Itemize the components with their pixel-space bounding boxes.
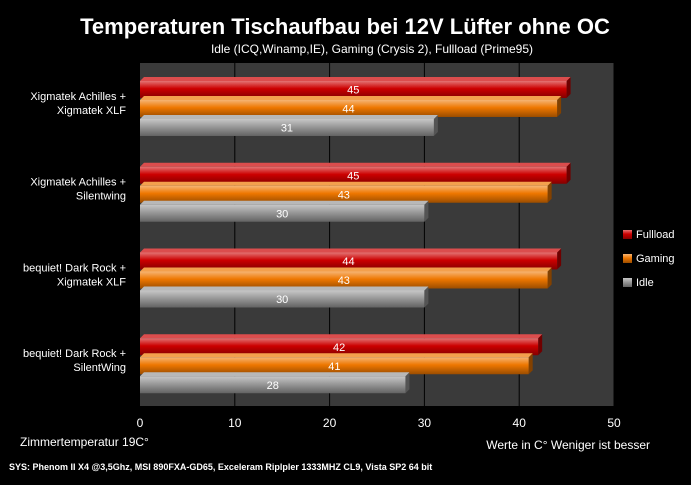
legend-label-fullload: Fullload <box>636 229 675 241</box>
bar-top <box>140 77 571 81</box>
bar-top <box>140 200 429 205</box>
x-tick-label: 50 <box>607 416 621 430</box>
bar-value-label: 30 <box>276 294 288 306</box>
bar-value-label: 45 <box>347 170 359 182</box>
bar-gaming <box>140 185 548 203</box>
bar-side <box>557 96 562 117</box>
units-note: Werte in C° Weniger ist besser <box>486 438 650 452</box>
bar-value-label: 43 <box>338 189 350 201</box>
bar-top <box>140 353 533 358</box>
category-label: bequiet! Dark Rock + <box>23 262 126 274</box>
y-tick-labels: Xigmatek Achilles + Xigmatek XLF Xigmatek … <box>23 91 126 374</box>
room-temperature-note: Zimmertemperatur 19C° <box>20 435 149 449</box>
bar-side <box>557 248 562 270</box>
category-label: Xigmatek XLF <box>57 276 126 288</box>
bar-side <box>566 77 571 98</box>
chart-title: Temperaturen Tischaufbau bei 12V Lüfter … <box>80 14 610 39</box>
legend-swatch-fullload <box>623 230 632 239</box>
x-tick-label: 0 <box>137 416 144 430</box>
category-label: SilentWing <box>73 362 126 374</box>
category-label: Xigmatek XLF <box>57 105 126 117</box>
bar-value-label: 44 <box>342 104 354 116</box>
bar-idle <box>140 376 406 394</box>
bar-value-label: 44 <box>342 256 354 268</box>
category-label: bequiet! Dark Rock + <box>23 348 126 360</box>
bar-idle <box>140 290 425 308</box>
bar-value-label: 41 <box>328 361 340 373</box>
bar-side <box>538 334 543 356</box>
bar-side <box>424 286 429 308</box>
bar-fullload <box>140 338 539 356</box>
bar-value-label: 45 <box>347 85 359 97</box>
bar-top <box>140 115 438 119</box>
bar-idle <box>140 204 425 222</box>
bar-fullload <box>140 81 567 98</box>
bar-value-label: 30 <box>276 208 288 220</box>
category-label: Xigmatek Achilles + <box>30 177 126 189</box>
bar-top <box>140 248 562 253</box>
bar-fullload <box>140 252 558 270</box>
bar-side <box>547 181 552 203</box>
legend-swatch-gaming <box>623 254 632 263</box>
bar-top <box>140 96 562 100</box>
bar-side <box>424 200 429 222</box>
legend-label-idle: Idle <box>636 277 654 289</box>
x-tick-label: 30 <box>418 416 432 430</box>
bar-value-label: 42 <box>333 342 345 354</box>
system-footer: SYS: Phenom II X4 @3,5Ghz, MSI 890FXA-GD… <box>9 462 432 472</box>
bar-value-label: 28 <box>267 380 279 392</box>
chart-subtitle: Idle (ICQ,Winamp,IE), Gaming (Crysis 2),… <box>211 42 533 56</box>
bar-fullload <box>140 166 567 184</box>
legend: Fullload Gaming Idle <box>623 229 675 289</box>
x-tick-label: 40 <box>513 416 527 430</box>
bar-gaming <box>140 271 548 289</box>
legend-label-gaming: Gaming <box>636 253 675 265</box>
bars: 45 44 31 45 43 30 44 43 30 42 41 28 <box>140 77 571 394</box>
bar-gaming <box>140 100 558 117</box>
bar-value-label: 43 <box>338 275 350 287</box>
bar-side <box>566 162 571 184</box>
bar-idle <box>140 119 434 136</box>
legend-swatch-idle <box>623 278 632 287</box>
bar-side <box>405 372 410 394</box>
bar-top <box>140 162 571 167</box>
bar-top <box>140 286 429 291</box>
x-tick-labels: 0 10 20 30 40 50 <box>137 416 621 430</box>
bar-value-label: 31 <box>281 123 293 135</box>
bar-top <box>140 334 543 339</box>
bar-top <box>140 181 552 186</box>
bar-gaming <box>140 357 529 375</box>
category-label: Xigmatek Achilles + <box>30 91 126 103</box>
bar-side <box>433 115 438 136</box>
bar-top <box>140 372 410 377</box>
bar-side <box>547 267 552 289</box>
category-label: Silentwing <box>76 191 126 203</box>
bar-top <box>140 267 552 272</box>
x-tick-label: 10 <box>228 416 242 430</box>
bar-side <box>528 353 533 375</box>
x-tick-label: 20 <box>323 416 337 430</box>
